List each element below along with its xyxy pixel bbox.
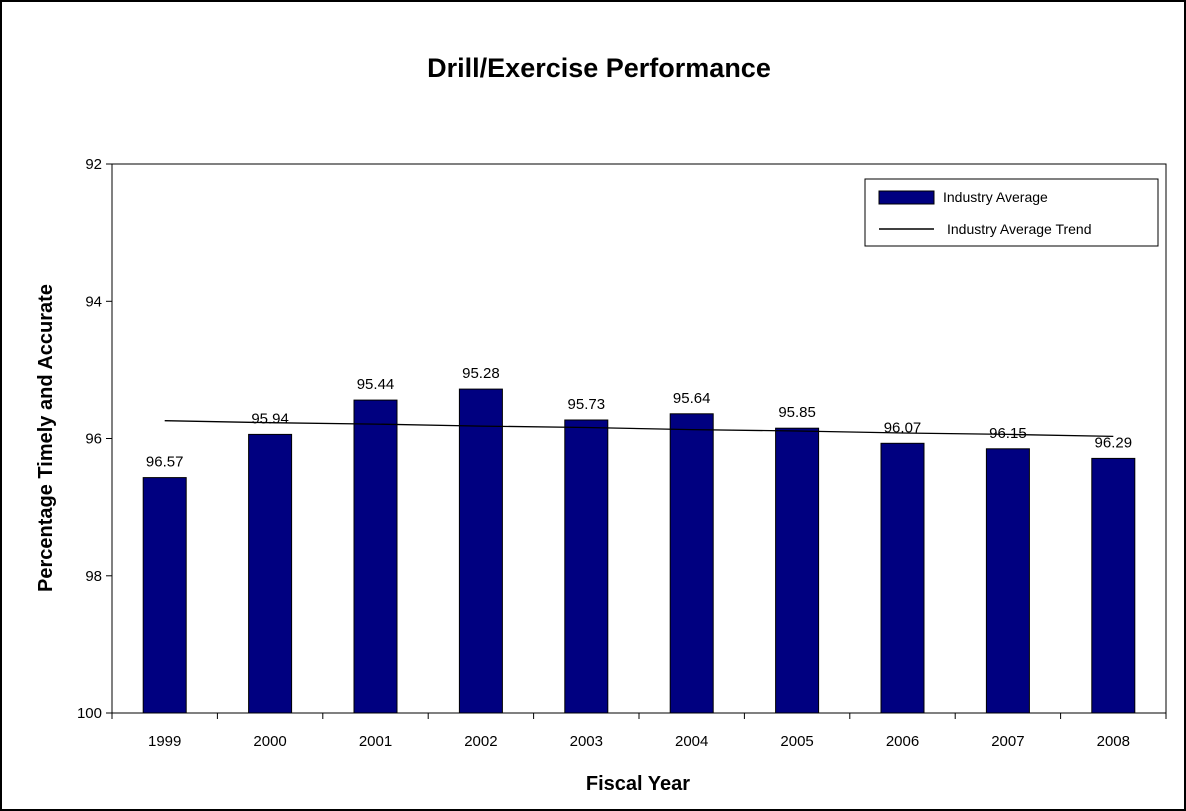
y-tick-label: 98 xyxy=(85,568,102,585)
x-tick-label: 2001 xyxy=(359,733,392,750)
data-labels: 96.57 95.94 95.44 95.28 95.73 95.64 95.85 96.07… xyxy=(146,365,1132,471)
bar-2006 xyxy=(880,442,925,714)
x-tick-label: 2006 xyxy=(886,733,919,750)
y-axis: 92 94 96 98 100 xyxy=(77,156,112,722)
x-tick-label: 2004 xyxy=(675,733,708,750)
chart-title: Drill/Exercise Performance xyxy=(427,53,771,83)
x-tick-label: 2007 xyxy=(991,733,1024,750)
data-label-2003: 95.73 xyxy=(568,396,606,413)
data-label-2002: 95.28 xyxy=(462,365,500,382)
data-label-2007: 96.15 xyxy=(989,425,1027,442)
bar-2000 xyxy=(248,433,293,714)
legend-label-industry-average-trend: Industry Average Trend xyxy=(947,221,1092,237)
trend-layer xyxy=(164,420,1114,438)
bar-2004 xyxy=(669,413,714,714)
trend-line xyxy=(164,420,1114,438)
x-tick-label: 2008 xyxy=(1097,733,1130,750)
x-tick-label: 2005 xyxy=(780,733,813,750)
x-tick-label: 2000 xyxy=(253,733,286,750)
data-label-2001: 95.44 xyxy=(357,376,395,393)
data-label-2000: 95.94 xyxy=(251,410,289,427)
bars xyxy=(142,388,1136,714)
bar-2002 xyxy=(458,388,503,714)
y-axis-title: Percentage Timely and Accurate xyxy=(35,284,57,592)
legend-swatch-industry-average xyxy=(878,190,935,205)
data-label-2005: 95.85 xyxy=(778,404,816,421)
x-tick-label: 1999 xyxy=(148,733,181,750)
data-label-1999: 96.57 xyxy=(146,454,184,471)
data-label-2004: 95.64 xyxy=(673,390,711,407)
bar-2003 xyxy=(564,419,609,714)
bar-1999 xyxy=(142,477,187,714)
y-tick-label: 92 xyxy=(85,156,102,173)
legend-label-industry-average: Industry Average xyxy=(943,189,1048,205)
x-tick-label: 2003 xyxy=(570,733,603,750)
x-axis-title: Fiscal Year xyxy=(586,773,690,795)
bar-2007 xyxy=(985,448,1030,714)
bar-2008 xyxy=(1091,457,1136,714)
bar-2001 xyxy=(353,399,398,714)
y-tick-label: 100 xyxy=(77,705,102,722)
y-tick-label: 94 xyxy=(85,293,102,310)
x-tick-label: 2002 xyxy=(464,733,497,750)
bar-2005 xyxy=(775,427,820,714)
legend-box xyxy=(864,178,1159,247)
data-label-2008: 96.29 xyxy=(1095,434,1133,451)
legend: Industry Average Industry Average Trend xyxy=(864,178,1159,247)
y-tick-label: 96 xyxy=(85,431,102,448)
data-label-2006: 96.07 xyxy=(884,419,922,436)
x-axis: 1999 2000 2001 2002 2003 2004 2005 2006 2007 2008 xyxy=(111,713,1167,750)
